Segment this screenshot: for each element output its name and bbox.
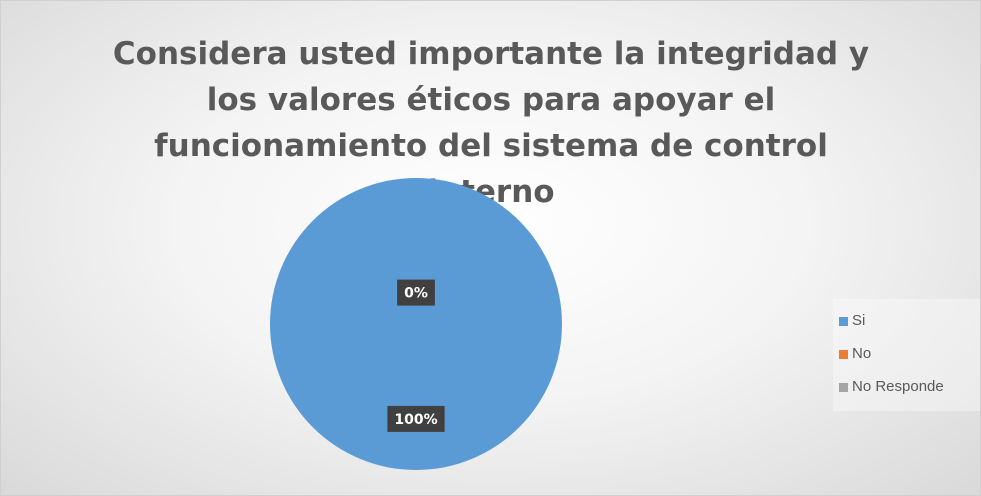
chart-title: Considera usted importante la integridad… — [112, 36, 870, 210]
legend-label: No — [852, 345, 871, 362]
legend-label: Si — [852, 312, 865, 329]
data-label-text: 100% — [394, 412, 437, 428]
legend-swatch — [839, 317, 848, 326]
legend-swatch — [839, 350, 848, 359]
legend-label: No Responde — [852, 378, 944, 395]
legend-box — [833, 299, 980, 411]
data-label-box — [397, 279, 435, 306]
data-label-text: 0% — [404, 286, 428, 302]
data-label: 100% — [387, 405, 445, 432]
pie-slice — [270, 178, 562, 470]
data-label-box — [387, 405, 445, 432]
legend-swatch — [839, 383, 848, 392]
data-label: 0% — [397, 279, 435, 306]
